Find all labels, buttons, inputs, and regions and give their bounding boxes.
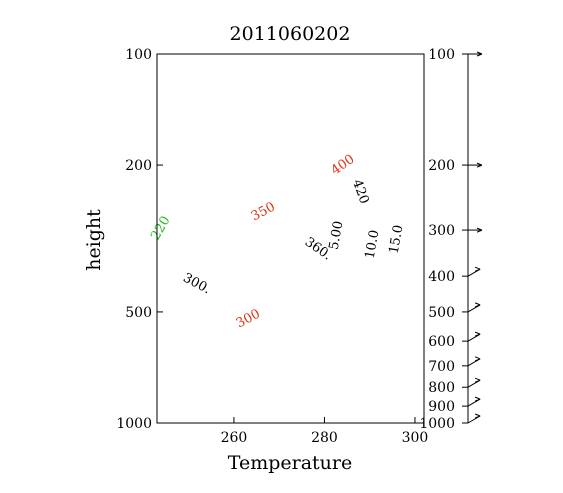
right-tick-label: 600 bbox=[428, 334, 455, 350]
dry-adiabat-line bbox=[0, 54, 39, 423]
plot-frame bbox=[156, 53, 425, 424]
isopleth-label: 350 bbox=[249, 199, 278, 224]
wind-barb-arrow bbox=[474, 302, 481, 308]
grid-lines bbox=[0, 37, 129, 431]
isopleth-label: 300 bbox=[234, 306, 263, 331]
dry-adiabat-line bbox=[0, 54, 129, 423]
right-tick-label: 800 bbox=[428, 380, 455, 396]
right-tick-label: 500 bbox=[428, 305, 455, 321]
y-tick-label: 500 bbox=[125, 305, 152, 321]
axes: 260 280 300 100 200 500 1000 bbox=[116, 47, 428, 446]
right-tick-label: 300 bbox=[428, 223, 455, 239]
right-tick-label: 900 bbox=[428, 399, 455, 415]
wind-barb-arrow bbox=[474, 413, 481, 419]
isopleth-label: 400 bbox=[329, 152, 358, 179]
wind-barb-arrow bbox=[474, 266, 481, 272]
isopleth-label: 220 bbox=[148, 214, 173, 243]
isopleth-label: 420 bbox=[349, 178, 372, 206]
y-axis-title: height bbox=[83, 209, 105, 271]
y-tick-label: 100 bbox=[125, 47, 152, 63]
x-tick-label: 280 bbox=[311, 430, 338, 446]
right-tick-label: 200 bbox=[428, 158, 455, 174]
x-tick-label: 260 bbox=[221, 430, 248, 446]
wind-barb-arrow bbox=[474, 331, 481, 337]
x-tick-label: 300 bbox=[402, 430, 429, 446]
wind-barb-arrow bbox=[474, 377, 481, 383]
wind-barb-arrow bbox=[476, 51, 483, 57]
isopleth-label: 15.0 bbox=[387, 224, 407, 255]
chart-title: 2011060202 bbox=[230, 23, 351, 45]
wind-barb-arrow bbox=[474, 396, 481, 402]
wind-barb-arrow bbox=[474, 356, 481, 362]
isopleth-label: 5.00 bbox=[327, 220, 347, 251]
isopleth-label: 300. bbox=[180, 270, 213, 297]
x-axis-title: Temperature bbox=[228, 452, 352, 474]
right-tick-label: 100 bbox=[428, 47, 455, 63]
y-tick-label: 200 bbox=[125, 158, 152, 174]
right-tick-label: 700 bbox=[428, 359, 455, 375]
wind-barb-arrow bbox=[476, 162, 483, 168]
wind-barb-arrow bbox=[476, 227, 483, 233]
isopleth-label: 10.0 bbox=[363, 229, 383, 260]
right-tick-label: 1000 bbox=[419, 416, 455, 432]
right-tick-label: 400 bbox=[428, 269, 455, 285]
y-tick-label: 1000 bbox=[116, 416, 152, 432]
